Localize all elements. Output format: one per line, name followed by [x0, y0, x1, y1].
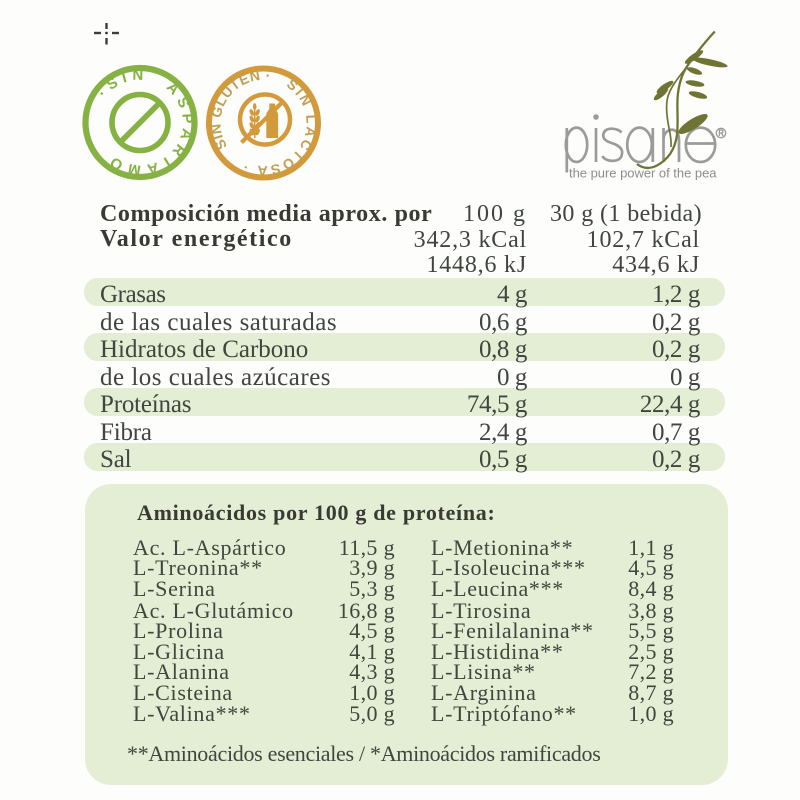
svg-text:the pure power of the pea: the pure power of the pea: [569, 165, 717, 180]
